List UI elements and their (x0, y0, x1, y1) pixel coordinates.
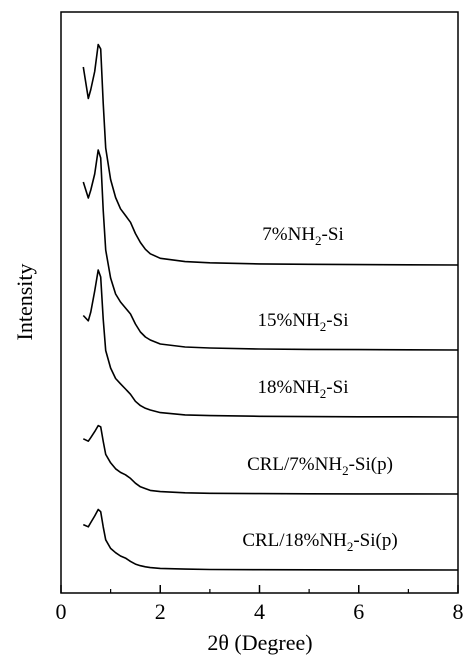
x-tick-label: 4 (254, 599, 265, 624)
x-axis-ticks: 0 2 4 6 8 (56, 585, 464, 624)
series-curve (82, 43, 459, 266)
series-labels: 7%NH2-Si 15%NH2-Si 18%NH2-Si CRL/7%NH2-Si(p… (242, 224, 397, 554)
x-tick-label: 6 (353, 599, 364, 624)
series-label: 7%NH2-Si (262, 224, 343, 248)
series-curve (82, 269, 459, 418)
x-tick-label: 0 (56, 599, 67, 624)
x-tick-label: 8 (453, 599, 464, 624)
series-label: CRL/7%NH2-Si(p) (247, 454, 393, 478)
series-curves (82, 43, 459, 571)
series-curve (82, 508, 459, 571)
x-tick-label: 2 (155, 599, 166, 624)
x-axis-title: 2θ (Degree) (207, 630, 312, 655)
y-axis-title: Intensity (12, 264, 37, 341)
series-label: 18%NH2-Si (258, 377, 349, 401)
series-curve (82, 424, 459, 495)
series-curve (82, 149, 459, 351)
series-label: CRL/18%NH2-Si(p) (242, 530, 397, 554)
series-label: 15%NH2-Si (258, 310, 349, 334)
